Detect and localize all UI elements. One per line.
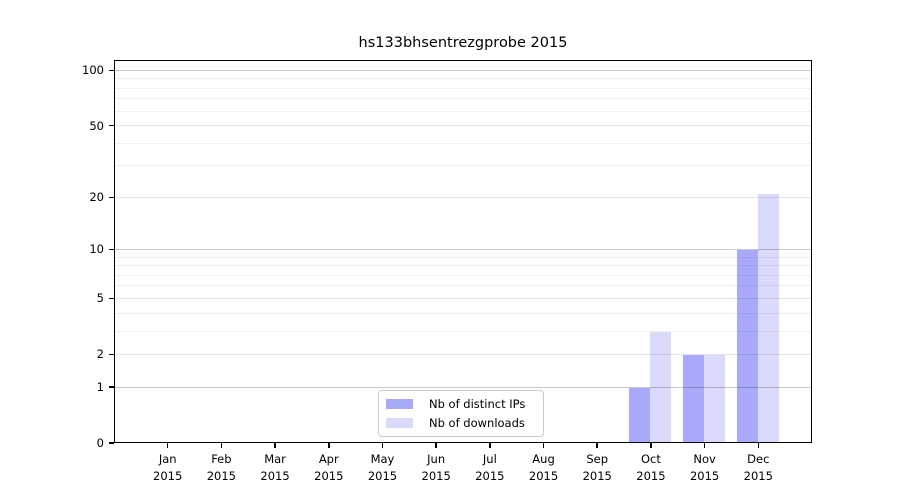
x-tick-month: Aug xyxy=(532,452,555,466)
legend-swatch-downloads xyxy=(386,418,413,428)
x-tick-mark-feb xyxy=(220,443,223,448)
x-tick-label-feb: Feb 2015 xyxy=(193,451,249,485)
y-tick-label-2: 2 xyxy=(96,347,104,362)
bar-nb-of-downloads-oct xyxy=(650,332,672,442)
gridline-y-6 xyxy=(115,285,811,287)
y-tick-mark-5 xyxy=(109,297,114,300)
x-tick-month: Jan xyxy=(158,452,177,466)
x-tick-month: Dec xyxy=(747,452,770,466)
x-tick-year: 2015 xyxy=(314,469,344,483)
x-tick-label-jul: Jul 2015 xyxy=(462,451,518,485)
y-tick-mark-100 xyxy=(109,69,114,72)
x-tick-year: 2015 xyxy=(367,469,398,483)
gridline-y-50 xyxy=(115,125,811,127)
x-tick-mark-dec xyxy=(757,443,760,448)
x-tick-month: May xyxy=(370,452,395,466)
y-tick-label-1: 1 xyxy=(96,380,104,395)
y-tick-label-5: 5 xyxy=(96,291,104,306)
x-tick-month: Jun xyxy=(427,452,446,466)
y-tick-mark-0 xyxy=(109,442,114,444)
gridline-y-4 xyxy=(115,312,811,314)
plot-area xyxy=(114,60,812,443)
x-tick-mark-apr xyxy=(328,443,330,448)
y-tick-label-0: 0 xyxy=(96,436,104,450)
x-tick-mark-jan xyxy=(166,443,169,448)
x-tick-label-oct: Oct 2015 xyxy=(623,451,679,485)
y-tick-mark-20 xyxy=(109,196,114,198)
x-tick-year: 2015 xyxy=(153,469,183,483)
gridline-y-10 xyxy=(115,248,811,250)
legend: Nb of distinct IPs Nb of downloads xyxy=(378,390,544,437)
x-tick-label-dec: Dec 2015 xyxy=(730,451,786,485)
gridline-y-8 xyxy=(115,265,811,267)
gridline-y-1 xyxy=(115,386,811,388)
x-tick-year: 2015 xyxy=(206,469,237,483)
legend-entry-distinct-ips: Nb of distinct IPs xyxy=(386,396,535,412)
x-tick-label-mar: Mar 2015 xyxy=(247,451,303,485)
gridline-y-7 xyxy=(115,274,811,276)
x-tick-label-apr: Apr 2015 xyxy=(301,451,357,485)
gridline-y-20 xyxy=(115,196,811,198)
x-tick-label-aug: Aug 2015 xyxy=(516,451,572,485)
gridline-y-90 xyxy=(115,78,811,80)
legend-entry-downloads: Nb of downloads xyxy=(386,415,535,431)
y-tick-mark-50 xyxy=(109,124,114,127)
x-tick-year: 2015 xyxy=(421,469,451,483)
y-tick-label-10: 10 xyxy=(89,242,104,257)
x-tick-month: Apr xyxy=(318,452,339,466)
bar-nb-of-downloads-dec xyxy=(757,194,779,442)
x-tick-month: Mar xyxy=(264,452,286,466)
gridline-y-3 xyxy=(115,330,811,332)
x-tick-mark-aug xyxy=(542,443,545,448)
y-tick-mark-1 xyxy=(109,386,114,388)
x-tick-mark-mar xyxy=(274,443,276,448)
bar-nb-of-distinct-ips-oct xyxy=(629,388,651,442)
gridline-y-60 xyxy=(115,110,811,112)
x-tick-label-may: May 2015 xyxy=(354,451,410,485)
x-tick-mark-may xyxy=(381,443,384,448)
bar-nb-of-distinct-ips-dec xyxy=(736,250,758,442)
x-tick-year: 2015 xyxy=(689,469,720,483)
gridline-y-100 xyxy=(115,69,811,71)
legend-label: Nb of distinct IPs xyxy=(429,397,526,411)
gridline-y-40 xyxy=(115,142,811,144)
x-tick-mark-jun xyxy=(435,443,437,448)
bar-nb-of-distinct-ips-nov xyxy=(683,355,705,442)
gridline-y-30 xyxy=(115,165,811,167)
bar-nb-of-downloads-nov xyxy=(704,355,726,442)
gridline-y-9 xyxy=(115,256,811,258)
x-tick-mark-oct xyxy=(650,443,652,448)
x-tick-month: Feb xyxy=(211,452,232,466)
y-tick-mark-10 xyxy=(109,248,114,251)
legend-label: Nb of downloads xyxy=(429,416,525,430)
x-tick-label-jun: Jun 2015 xyxy=(408,451,464,485)
y-tick-mark-2 xyxy=(109,353,114,356)
y-tick-label-100: 100 xyxy=(82,63,104,78)
x-tick-year: 2015 xyxy=(260,469,290,483)
x-tick-year: 2015 xyxy=(475,469,505,483)
gridline-y-70 xyxy=(115,98,811,100)
x-tick-mark-sep xyxy=(596,443,598,448)
x-tick-mark-nov xyxy=(703,443,706,448)
gridline-y-80 xyxy=(115,87,811,89)
x-tick-month: Nov xyxy=(693,452,716,466)
chart-title: hs133bhsentrezgprobe 2015 xyxy=(358,35,568,51)
x-tick-month: Jul xyxy=(482,452,497,466)
x-tick-month: Sep xyxy=(586,452,609,466)
x-tick-year: 2015 xyxy=(582,469,612,483)
y-tick-label-20: 20 xyxy=(89,190,104,205)
x-tick-year: 2015 xyxy=(528,469,559,483)
x-tick-month: Oct xyxy=(640,452,661,466)
x-tick-label-jan: Jan 2015 xyxy=(140,451,196,485)
x-tick-year: 2015 xyxy=(636,469,666,483)
gridline-y-2 xyxy=(115,353,811,355)
gridline-y-5 xyxy=(115,297,811,299)
x-tick-mark-jul xyxy=(489,443,491,448)
y-tick-label-50: 50 xyxy=(89,118,104,133)
legend-swatch-distinct-ips xyxy=(386,399,413,409)
x-tick-label-sep: Sep 2015 xyxy=(569,451,625,485)
x-tick-year: 2015 xyxy=(743,469,773,483)
x-tick-label-nov: Nov 2015 xyxy=(677,451,733,485)
